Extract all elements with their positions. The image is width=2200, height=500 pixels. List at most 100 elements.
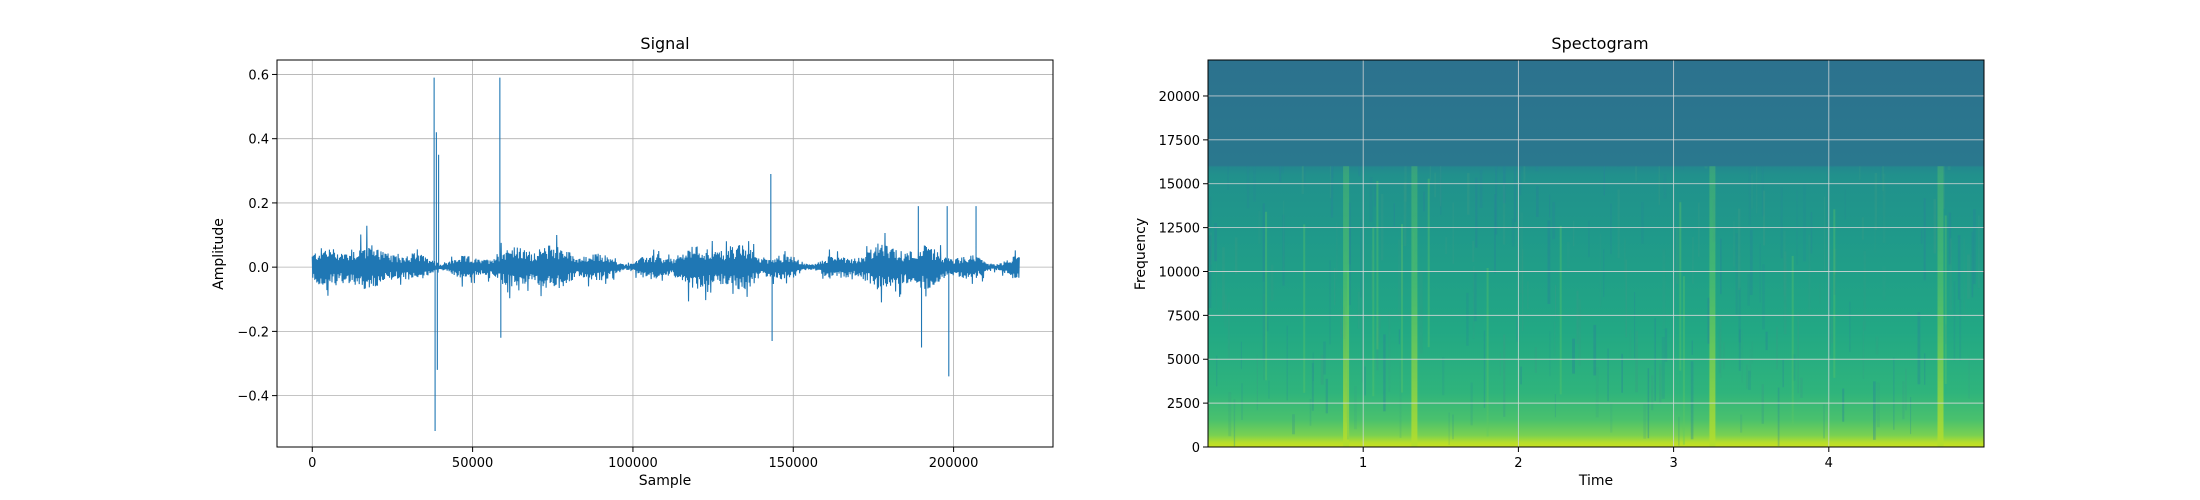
spectrogram-texture-streak	[1228, 392, 1232, 437]
spectrogram-transient-faint	[1347, 271, 1349, 440]
spectrogram-texture-streak	[1379, 312, 1381, 329]
spectrogram-y-tick-label: 5000	[1167, 353, 1200, 368]
spectrogram-texture-streak	[1876, 382, 1880, 428]
spectrogram-texture-streak	[1651, 375, 1654, 411]
spectrogram-texture-streak	[1917, 312, 1921, 385]
spectrogram-texture-streak	[1340, 289, 1342, 351]
spectrogram-texture-streak	[1283, 200, 1285, 271]
spectrogram-y-tick-label: 20000	[1159, 90, 1200, 105]
spectrogram-texture-streak	[1358, 166, 1361, 177]
spectrogram-texture-streak	[1823, 196, 1826, 272]
spectrogram-texture-streak	[1588, 220, 1590, 258]
spectrogram-texture-streak	[1718, 329, 1721, 373]
spectrogram-texture-streak	[1690, 361, 1694, 440]
spectrogram-texture-streak	[1603, 166, 1605, 196]
spectrogram-texture-streak	[1340, 317, 1343, 338]
spectrogram-texture-streak	[1527, 281, 1529, 310]
spectrogram-texture-streak	[1262, 281, 1266, 361]
spectrogram-texture-streak	[1828, 260, 1831, 310]
signal-y-tick-label: −0.4	[237, 390, 269, 405]
spectrogram-texture-streak	[1973, 209, 1976, 285]
spectrogram-texture-streak	[1378, 317, 1380, 343]
spectrogram-transient-faint	[1833, 209, 1836, 378]
spectrogram-axes-frame	[1207, 59, 1985, 448]
spectrogram-ticks: 1 2 3 4 0 2500 5000 7500 10000 12500 15000 17500 200…	[1159, 90, 1833, 471]
spectrogram-texture-streak	[1949, 238, 1952, 312]
spectrogram-texture-streak	[1749, 349, 1752, 377]
spectrogram-texture-streak	[1552, 201, 1556, 240]
signal-y-tick-label: 0.0	[248, 261, 269, 276]
spectrogram-texture-streak	[1678, 416, 1680, 446]
spectrogram-texture-streak	[1429, 166, 1431, 181]
spectrogram-texture-streak	[1735, 233, 1738, 315]
spectrogram-texture-streak	[1479, 170, 1483, 208]
spectrogram-texture-streak	[1534, 347, 1537, 373]
spectrogram-texture-streak	[1263, 358, 1265, 381]
spectrogram-transient-faint	[1679, 202, 1682, 371]
spectrogram-texture-streak	[1516, 317, 1519, 342]
spectrogram-texture-streak	[1336, 222, 1338, 279]
spectrogram-texture-streak	[1246, 166, 1250, 209]
spectrogram-texture-streak	[1810, 212, 1813, 254]
spectrogram-texture-streak	[1214, 223, 1217, 262]
spectrogram-texture-streak	[1467, 172, 1470, 215]
signal-y-axis-label: Amplitude	[211, 218, 227, 290]
spectrogram-transient	[1411, 166, 1418, 447]
spectrogram-texture-streak	[1380, 194, 1384, 261]
spectrogram-texture-streak	[1383, 334, 1386, 412]
spectrogram-x-axis-label: Time	[1578, 473, 1613, 489]
spectrogram-texture-streak	[1520, 212, 1523, 294]
spectrogram-texture-streak	[1209, 246, 1211, 262]
spectrogram-texture-streak	[1442, 357, 1445, 396]
spectrogram-texture-streak	[1624, 238, 1626, 279]
spectrogram-y-tick-label: 7500	[1167, 309, 1200, 324]
spectrogram-texture-streak	[1635, 166, 1638, 182]
signal-ticks: 0 50000 100000 150000 200000 −0.4 −0.2 0.0 0.2 0.…	[237, 68, 978, 471]
spectrogram-y-tick-label: 2500	[1167, 397, 1200, 412]
spectrogram-texture-streak	[1227, 302, 1230, 360]
spectrogram-texture-streak	[1473, 272, 1477, 322]
spectrogram-texture-streak	[1572, 338, 1575, 374]
spectrogram-texture-streak	[1823, 404, 1825, 439]
spectrogram-texture-streak	[1495, 166, 1498, 235]
spectrogram-texture-streak	[1268, 380, 1270, 399]
spectrogram-texture-streak	[1957, 235, 1961, 300]
spectrogram-texture-streak	[1281, 166, 1284, 174]
spectrogram-texture-streak	[1452, 414, 1454, 440]
spectrogram-texture-streak	[1419, 272, 1423, 354]
spectrogram-texture-streak	[1502, 184, 1506, 245]
spectrogram-texture-streak	[1943, 166, 1945, 209]
spectrogram-y-axis-label: Frequency	[1133, 218, 1149, 290]
spectrogram-texture-streak	[1610, 403, 1613, 433]
spectrogram-texture-streak	[1782, 359, 1784, 388]
spectrogram-transient-faint	[1486, 268, 1489, 437]
spectrogram-texture-streak	[1241, 383, 1243, 420]
spectrogram-texture-streak	[1472, 265, 1475, 339]
spectrogram-texture-streak	[1761, 166, 1764, 217]
spectrogram-texture-streak	[1948, 212, 1952, 265]
signal-grid	[277, 60, 1053, 447]
spectrogram-texture-streak	[1873, 381, 1876, 440]
spectrogram-texture-streak	[1803, 182, 1806, 262]
spectrogram-texture-streak	[1325, 378, 1328, 414]
spectrogram-texture-streak	[1403, 182, 1407, 246]
spectrogram-texture-streak	[1920, 229, 1923, 244]
spectrogram-texture-streak	[1662, 249, 1666, 330]
spectrogram-texture-streak	[1320, 354, 1324, 385]
spectrogram-texture-streak	[1466, 292, 1469, 346]
spectrogram-texture-streak	[1234, 237, 1238, 275]
signal-chart: Signal 0 50000 100000 150000 200000−0.4−0.20…	[211, 34, 1054, 489]
spectrogram-texture-streak	[1733, 221, 1735, 267]
spectrogram-texture-streak	[1643, 403, 1647, 439]
spectrogram-texture-streak	[1675, 226, 1679, 284]
spectrogram-texture-streak	[1741, 329, 1743, 383]
spectrogram-texture-streak	[1617, 166, 1620, 167]
spectrogram-texture-streak	[1933, 199, 1936, 254]
spectrogram-texture-streak	[1578, 299, 1581, 366]
spectrogram-transient-faint	[1303, 224, 1306, 393]
spectrogram-texture-streak	[1748, 167, 1751, 226]
spectrogram-grid	[1208, 60, 1984, 448]
spectrogram-texture-streak	[1215, 234, 1217, 314]
spectrogram-texture-streak	[1282, 214, 1285, 286]
spectrogram-texture-streak	[1398, 329, 1400, 345]
